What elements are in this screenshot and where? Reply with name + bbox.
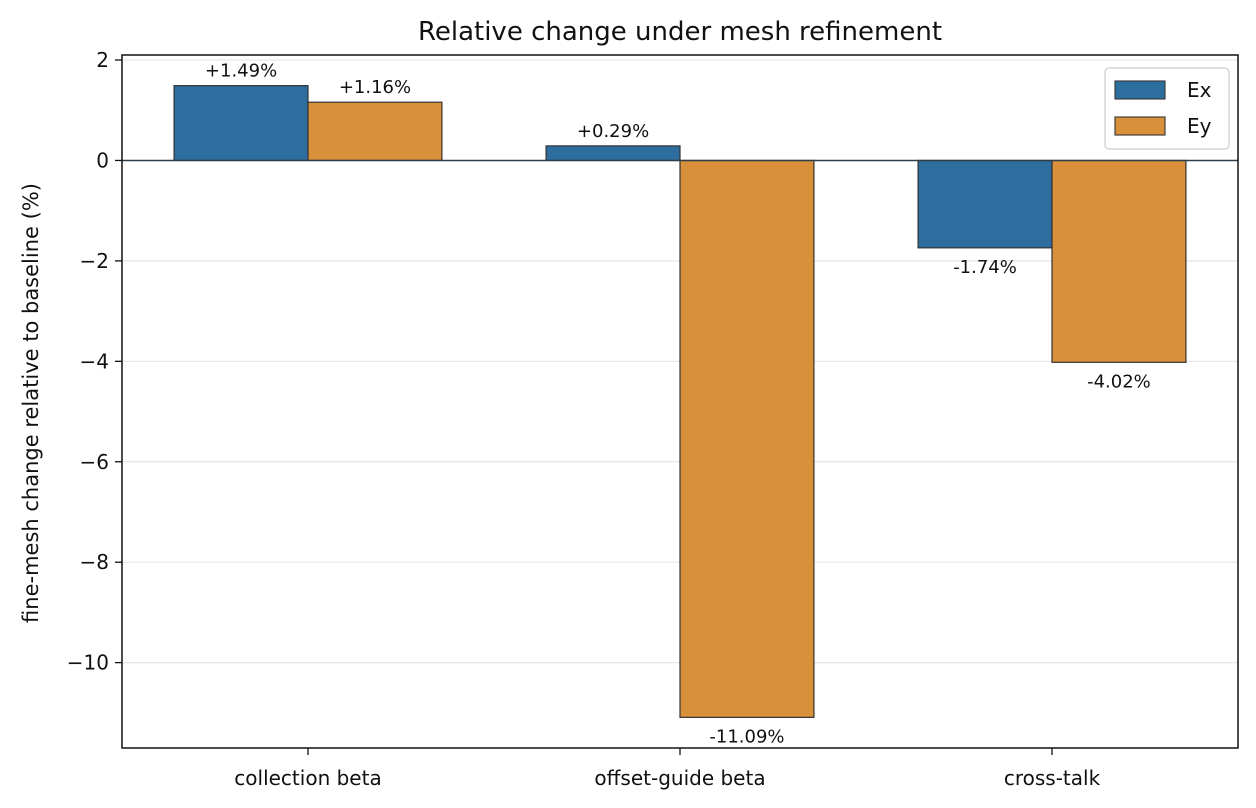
legend-label: Ex bbox=[1187, 78, 1212, 102]
bar-ex-0 bbox=[173, 85, 309, 162]
legend: Ex Ey bbox=[1104, 67, 1230, 150]
data-label: -11.09% bbox=[709, 726, 784, 747]
y-tick-label: −10 bbox=[67, 651, 109, 675]
bar-ey-1 bbox=[679, 159, 815, 718]
data-label: +1.49% bbox=[205, 61, 277, 82]
data-labels: +1.49% +0.29% -1.74% +1.16% -11.09% -4.02% bbox=[205, 61, 1151, 748]
bar-ex-2 bbox=[917, 159, 1053, 249]
legend-label: Ey bbox=[1187, 114, 1212, 138]
y-tick-label: −2 bbox=[80, 249, 109, 273]
legend-swatch-ey bbox=[1114, 116, 1166, 136]
data-label: +1.16% bbox=[339, 77, 411, 98]
y-tick-label: 2 bbox=[96, 48, 109, 72]
y-axis-label: fine-mesh change relative to baseline (%… bbox=[19, 183, 43, 623]
data-label: +0.29% bbox=[577, 121, 649, 142]
bars bbox=[173, 85, 1187, 718]
axes: 2 0 −2 −4 −6 −8 −10 collection beta offset-guide… bbox=[67, 48, 1239, 790]
x-tick-label: offset-guide beta bbox=[594, 766, 765, 790]
bar-ey-2 bbox=[1051, 159, 1187, 363]
chart-title: Relative change under mesh refinement bbox=[418, 17, 942, 47]
x-tick-label: collection beta bbox=[234, 766, 381, 790]
bar-ey-0 bbox=[307, 101, 443, 162]
y-tick-label: −6 bbox=[80, 450, 109, 474]
x-tick-label: cross-talk bbox=[1004, 766, 1101, 790]
data-label: -1.74% bbox=[953, 257, 1017, 278]
y-tick-label: 0 bbox=[96, 148, 109, 172]
y-tick-label: −4 bbox=[80, 349, 109, 373]
bar-ex-1 bbox=[545, 145, 681, 162]
data-label: -4.02% bbox=[1087, 371, 1151, 392]
legend-swatch-ex bbox=[1114, 80, 1166, 100]
y-tick-label: −8 bbox=[80, 550, 109, 574]
